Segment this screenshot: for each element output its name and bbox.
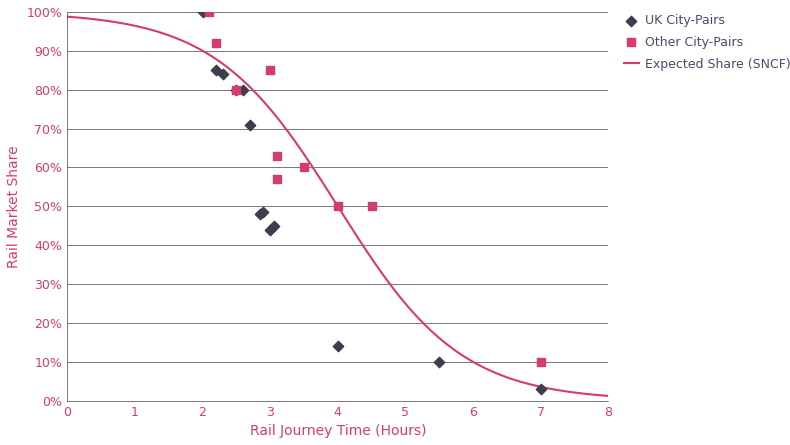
Point: [534, 358, 547, 365]
Point: [298, 164, 310, 171]
X-axis label: Rail Journey Time (Hours): Rail Journey Time (Hours): [250, 424, 426, 438]
Point: [271, 152, 284, 159]
Point: [209, 67, 222, 74]
Point: [257, 209, 269, 216]
Y-axis label: Rail Market Share: Rail Market Share: [7, 145, 21, 267]
Point: [271, 175, 284, 182]
Point: [237, 86, 250, 93]
Point: [230, 86, 243, 93]
Point: [203, 8, 216, 16]
Point: [230, 86, 243, 93]
Point: [332, 203, 344, 210]
Point: [332, 343, 344, 350]
Point: [264, 67, 276, 74]
Point: [209, 40, 222, 47]
Point: [433, 358, 446, 365]
Legend: UK City-Pairs, Other City-Pairs, Expected Share (SNCF): UK City-Pairs, Other City-Pairs, Expecte…: [620, 10, 790, 74]
Point: [264, 226, 276, 233]
Point: [196, 8, 209, 16]
Point: [267, 222, 280, 229]
Point: [534, 385, 547, 392]
Point: [243, 121, 256, 128]
Point: [254, 210, 266, 218]
Point: [216, 71, 229, 78]
Point: [365, 203, 378, 210]
